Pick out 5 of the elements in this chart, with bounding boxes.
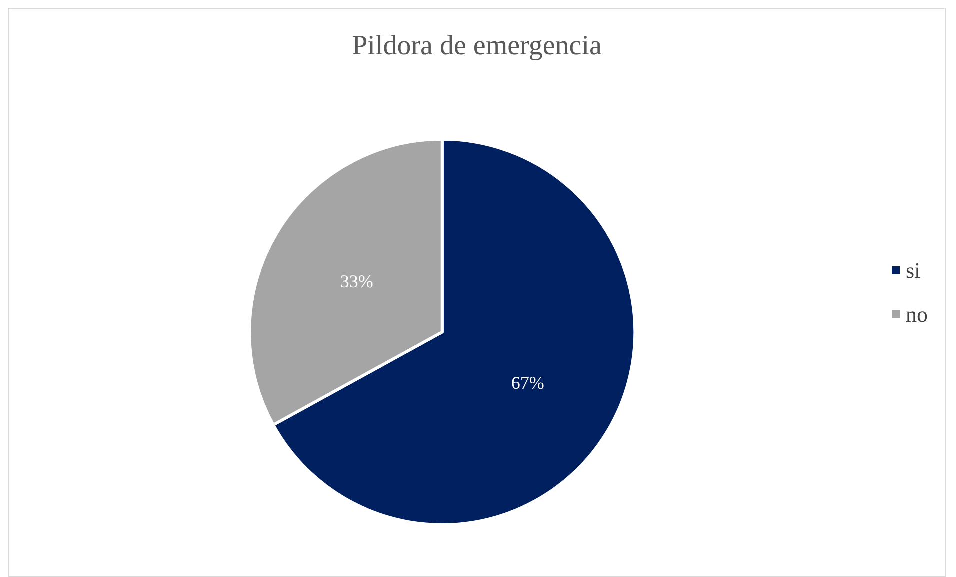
chart-title: Pildora de emergencia <box>352 30 602 62</box>
legend-label: si <box>906 258 921 283</box>
data-label: 33% <box>340 272 374 292</box>
legend-label: no <box>906 302 928 327</box>
data-label: 67% <box>511 372 544 393</box>
